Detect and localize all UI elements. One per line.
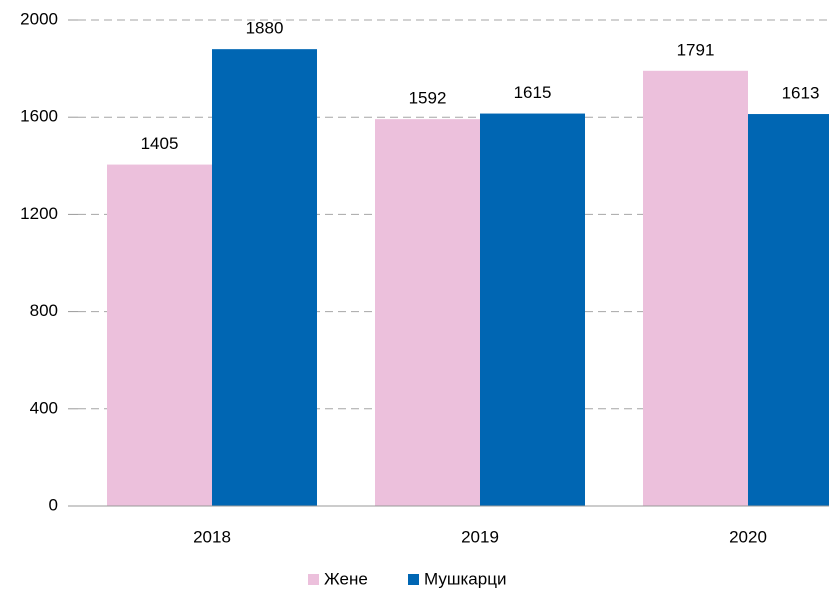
y-tick-label: 400 (30, 398, 58, 417)
y-tick-label: 2000 (20, 9, 58, 28)
y-tick-label: 0 (49, 495, 58, 514)
value-label: 1613 (782, 84, 820, 103)
y-tick-label: 1600 (20, 107, 58, 126)
legend-swatch (308, 574, 319, 585)
x-tick-label: 2018 (193, 527, 231, 546)
y-tick-label: 800 (30, 301, 58, 320)
value-label: 1592 (409, 89, 447, 108)
legend-label: Жене (324, 569, 368, 588)
bar (107, 164, 212, 506)
x-tick-label: 2020 (729, 527, 767, 546)
legend-label: Мушкарци (424, 569, 506, 588)
bar (375, 119, 480, 507)
bar (480, 113, 585, 507)
value-label: 1791 (677, 40, 715, 59)
x-tick-label: 2019 (461, 527, 499, 546)
bar (212, 49, 317, 506)
value-label: 1405 (141, 134, 179, 153)
bar (643, 70, 748, 507)
value-label: 1880 (246, 19, 284, 38)
y-tick-label: 1200 (20, 204, 58, 223)
legend-swatch (408, 574, 419, 585)
bar (748, 114, 829, 506)
value-label: 1615 (514, 83, 552, 102)
